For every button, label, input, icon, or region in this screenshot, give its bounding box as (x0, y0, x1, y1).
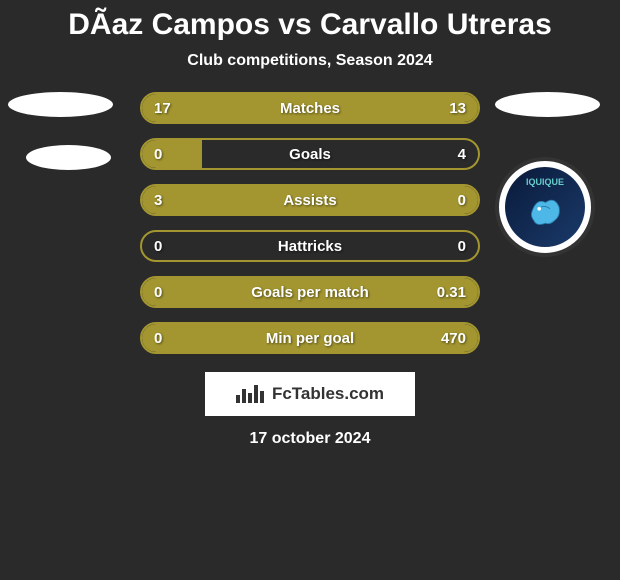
left-player-decoration (8, 92, 113, 170)
date-text: 17 october 2024 (250, 430, 371, 448)
stat-value-right: 0 (458, 192, 466, 209)
team-badge: IQUIQUE (495, 157, 595, 257)
stat-label: Matches (280, 100, 340, 117)
footer-badge[interactable]: FcTables.com (205, 372, 415, 416)
stat-value-right: 13 (449, 100, 466, 117)
page-subtitle: Club competitions, Season 2024 (187, 52, 432, 70)
stat-row: 17 Matches 13 (140, 92, 480, 124)
stat-row: 0 Min per goal 470 (140, 322, 480, 354)
footer-site-name: FcTables.com (272, 384, 384, 404)
team-badge-text: IQUIQUE (526, 177, 564, 187)
stat-value-left: 0 (154, 284, 162, 301)
stat-value-left: 0 (154, 146, 162, 163)
stat-value-right: 470 (441, 330, 466, 347)
stat-row: 0 Goals 4 (140, 138, 480, 170)
stat-label: Min per goal (266, 330, 354, 347)
stat-value-left: 3 (154, 192, 162, 209)
stat-value-left: 17 (154, 100, 171, 117)
ellipse-shape (495, 92, 600, 117)
stat-fill-left (142, 140, 202, 168)
ellipse-shape (8, 92, 113, 117)
ellipse-shape-small (26, 145, 111, 170)
stat-row: 0 Hattricks 0 (140, 230, 480, 262)
stat-label: Goals per match (251, 284, 369, 301)
stat-value-right: 0 (458, 238, 466, 255)
bars-icon (236, 385, 266, 403)
stat-value-right: 0.31 (437, 284, 466, 301)
page-title: DÃ­az Campos vs Carvallo Utreras (68, 8, 552, 42)
stat-value-right: 4 (458, 146, 466, 163)
footer-logo: FcTables.com (236, 384, 384, 404)
comparison-section: 17 Matches 13 0 Goals 4 3 Assists 0 0 Hattricks 0 0 G… (0, 92, 620, 368)
stat-row: 0 Goals per match 0.31 (140, 276, 480, 308)
stat-value-left: 0 (154, 330, 162, 347)
stats-container: 17 Matches 13 0 Goals 4 3 Assists 0 0 Hattricks 0 0 G… (140, 92, 480, 368)
dragon-icon (523, 189, 568, 234)
stat-label: Hattricks (278, 238, 342, 255)
team-badge-inner: IQUIQUE (505, 167, 585, 247)
main-container: DÃ­az Campos vs Carvallo Utreras Club co… (0, 0, 620, 448)
stat-label: Goals (289, 146, 331, 163)
right-player-decoration: IQUIQUE (495, 92, 600, 257)
stat-value-left: 0 (154, 238, 162, 255)
stat-label: Assists (283, 192, 336, 209)
stat-row: 3 Assists 0 (140, 184, 480, 216)
